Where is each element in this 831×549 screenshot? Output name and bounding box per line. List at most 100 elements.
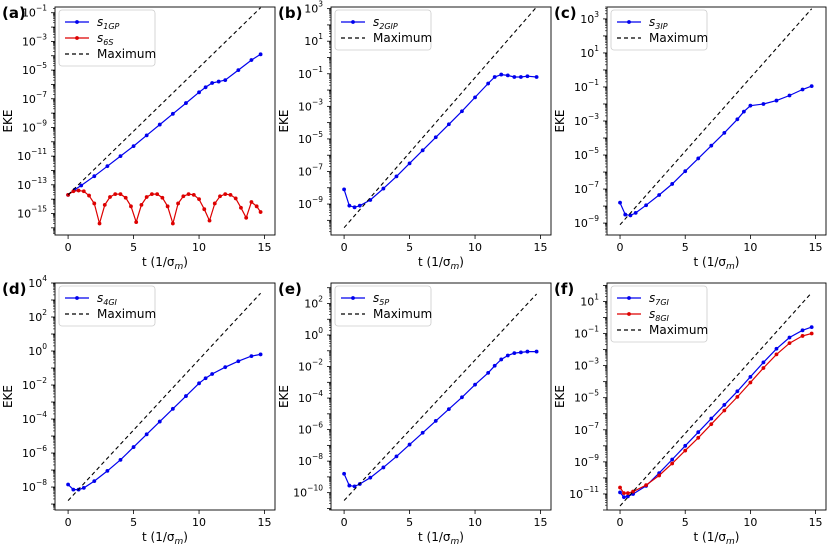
data-point — [92, 479, 97, 483]
legend-marker — [627, 20, 631, 24]
data-point — [473, 382, 477, 387]
data-point — [144, 133, 149, 138]
x-tick-label: 0 — [617, 516, 624, 529]
y-tick-label: 10−3 — [574, 112, 599, 128]
x-axis-label: t (1/σm) — [418, 255, 464, 272]
y-axis-label: EKE — [553, 109, 567, 132]
data-point — [735, 395, 740, 399]
y-tick-label: 10−7 — [298, 162, 323, 178]
x-tick-label: 5 — [130, 241, 137, 254]
data-point — [71, 487, 76, 492]
data-point — [683, 448, 688, 453]
x-tick-label: 5 — [682, 516, 689, 529]
legend-entry: Maximum — [373, 31, 432, 45]
data-point — [741, 109, 746, 114]
data-point — [197, 381, 201, 386]
data-point — [809, 331, 814, 336]
data-point — [486, 81, 491, 86]
data-point — [76, 188, 81, 193]
data-point — [97, 221, 102, 226]
panel-label: (f) — [554, 280, 574, 298]
legend-box — [58, 9, 156, 67]
data-point — [258, 210, 263, 214]
data-point — [258, 352, 263, 357]
panel-b: 10−9 10−7 10−5 10−3 10−1 101 103 0 5 10 15 t (1/σm)… — [277, 0, 552, 272]
legend-entry: s6S — [97, 31, 113, 47]
data-point — [505, 73, 510, 78]
data-point — [186, 192, 191, 197]
data-point — [722, 403, 727, 407]
data-point — [218, 194, 222, 199]
data-point — [223, 365, 228, 370]
x-tick-label: 10 — [192, 241, 206, 254]
data-point — [92, 201, 97, 206]
data-point — [625, 491, 630, 496]
legend-marker — [627, 312, 631, 316]
maximum-line — [343, 293, 538, 501]
data-point — [71, 189, 76, 194]
data-point — [631, 489, 635, 494]
y-tick-label: 10−3 — [298, 97, 323, 113]
x-tick-label: 0 — [617, 241, 624, 254]
y-tick-label: 10−5 — [574, 146, 599, 162]
data-point — [79, 183, 84, 188]
data-point — [407, 442, 412, 447]
data-point — [670, 182, 675, 186]
legend-entry: Maximum — [97, 307, 156, 321]
data-point — [191, 192, 196, 197]
axes-frame — [54, 282, 276, 511]
data-point — [118, 457, 123, 462]
y-tick-label: 101 — [304, 32, 323, 48]
data-point — [761, 102, 766, 106]
y-tick-label: 10−6 — [298, 421, 323, 437]
data-point — [131, 445, 136, 449]
y-tick-label: 10−11 — [569, 485, 599, 501]
legend-entry: s8GI — [649, 307, 670, 323]
data-point — [118, 154, 123, 159]
data-point — [722, 131, 727, 135]
data-point — [748, 380, 753, 385]
y-tick-label: 10−3 — [574, 357, 599, 373]
axes-frame — [606, 282, 827, 511]
data-point — [157, 122, 162, 127]
data-point — [244, 215, 249, 220]
legend-box — [334, 285, 432, 327]
y-tick-label: 10−8 — [298, 452, 323, 468]
y-tick-label: 10−11 — [17, 147, 47, 163]
data-point — [81, 485, 86, 490]
legend-box — [58, 285, 156, 327]
data-point — [618, 200, 622, 205]
data-point — [249, 354, 254, 359]
x-axis-label: t (1/σm) — [142, 255, 188, 272]
data-point — [155, 192, 160, 197]
data-point — [525, 349, 530, 354]
legend-entry: s3IP — [649, 15, 668, 31]
x-axis-label: t (1/σm) — [694, 255, 740, 272]
data-point — [800, 334, 805, 338]
data-point — [139, 202, 144, 207]
data-point — [212, 201, 217, 206]
data-point — [525, 74, 530, 79]
data-point — [683, 169, 688, 174]
data-point — [113, 192, 118, 197]
y-axis-label: EKE — [277, 109, 291, 132]
legend-marker — [75, 36, 79, 40]
y-tick-label: 10−8 — [22, 478, 47, 494]
data-point — [800, 87, 805, 92]
data-point — [239, 205, 243, 210]
data-point — [249, 58, 254, 62]
maximum-line — [619, 8, 813, 226]
panel-c: 10−9 10−7 10−5 10−3 10−1 101 103 0 5 10 15 t (1/σm)… — [553, 4, 827, 272]
data-point — [787, 335, 792, 340]
data-point — [157, 419, 162, 424]
series-s-2GIP — [343, 73, 537, 208]
data-point — [105, 164, 110, 169]
data-point — [407, 161, 412, 166]
data-point — [696, 430, 701, 435]
y-tick-label: 10−1 — [574, 325, 599, 341]
data-point — [236, 68, 241, 72]
data-point — [181, 194, 186, 199]
x-tick-label: 5 — [682, 241, 689, 254]
panel-f: 10−11 10−9 10−7 10−5 10−3 10−1 101 0 5 10 15 t (1/σ… — [553, 280, 827, 547]
data-point — [618, 490, 622, 495]
